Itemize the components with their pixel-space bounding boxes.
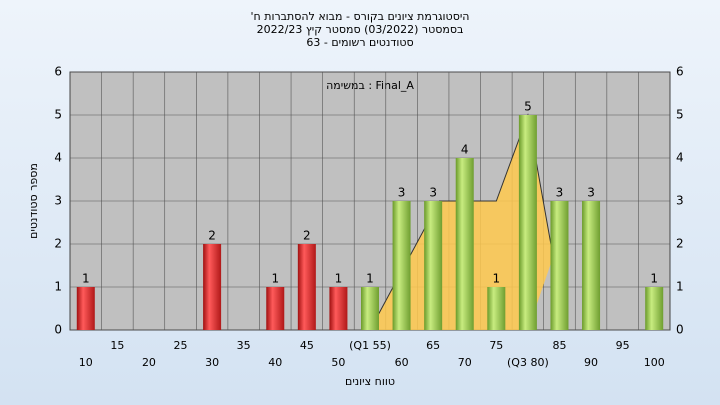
x-tick-label: (Q3 80)	[507, 356, 549, 369]
value-label: 1	[82, 272, 90, 286]
y-tick-label: 6	[54, 65, 62, 79]
y2-tick-label: 3	[676, 194, 684, 208]
y-tick-label: 1	[54, 280, 62, 294]
value-label: 3	[587, 186, 595, 200]
value-label: 3	[398, 186, 406, 200]
x-tick-label: 35	[237, 339, 251, 352]
x-tick-label: (Q1 55)	[349, 339, 391, 352]
bar	[203, 244, 222, 330]
annotation: במשימה : Final_A	[326, 79, 414, 92]
value-label: 1	[366, 272, 374, 286]
y-tick-label: 0	[54, 323, 62, 337]
value-label: 1	[492, 272, 500, 286]
x-tick-label: 25	[174, 339, 188, 352]
x-tick-label: 95	[616, 339, 630, 352]
x-tick-label: 60	[395, 356, 409, 369]
x-tick-label: 40	[268, 356, 282, 369]
x-tick-label: 45	[300, 339, 314, 352]
bar	[329, 287, 348, 330]
x-tick-label: 65	[426, 339, 440, 352]
value-label: 4	[461, 143, 469, 157]
y2-tick-label: 2	[676, 237, 684, 251]
title-line: 'היסטוגרמת ציונים בקורס - מבוא להסתברות …	[251, 10, 470, 23]
bar	[392, 201, 411, 330]
x-tick-label: 100	[644, 356, 665, 369]
x-tick-label: 70	[458, 356, 472, 369]
value-label: 1	[335, 272, 343, 286]
bar	[361, 287, 379, 330]
x-tick-label: 90	[584, 356, 598, 369]
y-tick-label: 3	[54, 194, 62, 208]
x-tick-label: 20	[142, 356, 156, 369]
x-tick-label: 75	[489, 339, 503, 352]
value-label: 1	[271, 272, 279, 286]
title-line: בסמסטר (03/2022) סמסטר קיץ 2022/23	[257, 23, 464, 36]
value-label: 3	[556, 186, 564, 200]
bar	[645, 287, 664, 330]
x-tick-label: 85	[552, 339, 566, 352]
y2-tick-label: 1	[676, 280, 684, 294]
value-label: 3	[429, 186, 437, 200]
value-label: 1	[650, 272, 658, 286]
x-tick-label: 30	[205, 356, 219, 369]
x-tick-label: 15	[110, 339, 124, 352]
y2-tick-label: 6	[676, 65, 684, 79]
bar	[455, 158, 474, 330]
value-label: 2	[208, 229, 216, 243]
bar	[487, 287, 506, 330]
bar	[424, 201, 443, 330]
y-axis-label: מספר סטודנטים	[27, 163, 40, 239]
value-label: 2	[303, 229, 311, 243]
bar	[518, 115, 537, 330]
x-axis-label: טווח ציונים	[345, 375, 395, 388]
y-tick-label: 2	[54, 237, 62, 251]
y2-tick-label: 5	[676, 108, 684, 122]
y2-tick-label: 0	[676, 323, 684, 337]
y2-tick-label: 4	[676, 151, 684, 165]
title-line: סטודנטים רשומים - 63	[306, 36, 413, 49]
value-label: 5	[524, 100, 532, 114]
bar	[582, 201, 601, 330]
x-tick-label: 10	[79, 356, 93, 369]
bar	[76, 287, 95, 330]
bar	[297, 244, 316, 330]
y-tick-label: 4	[54, 151, 62, 165]
x-tick-label: 50	[331, 356, 345, 369]
bar	[550, 201, 569, 330]
bar	[266, 287, 285, 330]
y-tick-label: 5	[54, 108, 62, 122]
